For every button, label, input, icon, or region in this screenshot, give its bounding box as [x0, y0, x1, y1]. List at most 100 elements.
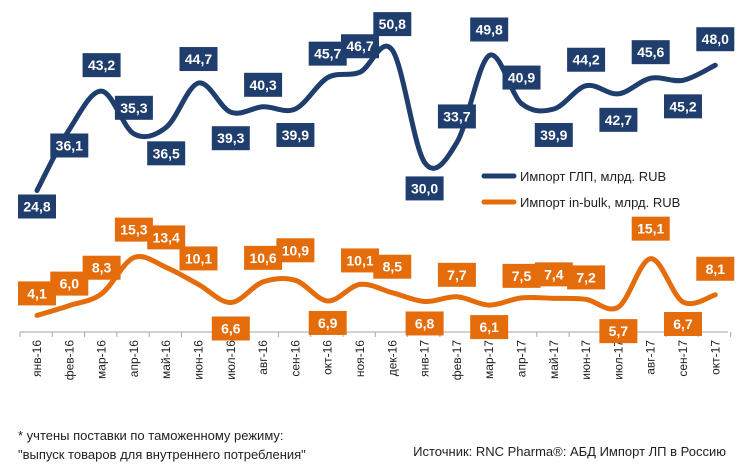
data-label-text: 45,2	[669, 98, 696, 114]
data-label-text: 46,7	[346, 38, 373, 54]
data-label-box	[211, 126, 250, 151]
data-label-text: 4,1	[27, 285, 47, 301]
data-label-box	[276, 122, 315, 147]
data-label: 10,6	[244, 245, 283, 270]
data-label-text: 35,3	[120, 100, 147, 116]
data-label-box	[631, 216, 670, 241]
data-label-box	[405, 311, 444, 336]
x-tick-label: окт-17	[708, 340, 722, 375]
data-label-text: 40,3	[249, 77, 276, 93]
data-label: 13,4	[147, 225, 186, 250]
x-tick-label: май-16	[159, 340, 173, 379]
data-label-text: 43,2	[88, 57, 115, 73]
data-label-text: 24,8	[23, 199, 50, 215]
data-label-text: 44,2	[572, 52, 599, 68]
data-label-text: 8,1	[706, 261, 726, 277]
data-label-text: 49,8	[476, 22, 503, 38]
data-label-text: 48,0	[702, 31, 729, 47]
x-tick-label: апр-17	[515, 340, 529, 378]
footnote-line-1: * учтены поставки по таможенному режиму:	[18, 428, 284, 443]
data-label-box	[437, 104, 476, 129]
data-label-box	[276, 238, 315, 263]
legend-label: Импорт in-bulk, млрд. RUB	[520, 195, 680, 210]
data-label: 39,9	[534, 122, 573, 147]
data-label: 36,5	[147, 141, 186, 166]
data-label: 4,1	[18, 281, 56, 306]
data-label-box	[470, 315, 509, 340]
data-label-box	[502, 65, 541, 90]
data-label: 39,3	[211, 126, 250, 151]
data-label-text: 45,6	[637, 44, 664, 60]
data-label-text: 10,1	[346, 252, 373, 268]
data-label: 49,8	[470, 17, 509, 42]
data-label-text: 44,7	[185, 51, 212, 67]
data-label: 36,1	[50, 133, 89, 158]
data-label: 43,2	[82, 53, 121, 78]
data-label-box	[373, 254, 412, 279]
data-label-box	[244, 245, 283, 270]
data-label-box	[50, 271, 89, 296]
data-label: 30,0	[405, 176, 444, 201]
data-label-box	[470, 17, 509, 42]
x-tick-label: мар-16	[95, 340, 109, 379]
data-label-box	[341, 34, 379, 59]
data-label: 5,7	[599, 319, 638, 344]
data-label-box	[114, 217, 153, 242]
data-label-text: 8,3	[92, 260, 112, 276]
data-label-text: 50,8	[379, 16, 406, 32]
data-label-box	[179, 47, 218, 72]
x-tick-label: дек-16	[385, 340, 399, 377]
data-label: 46,7	[341, 34, 379, 59]
data-label-box	[534, 262, 573, 287]
x-tick-label: апр-16	[127, 340, 141, 378]
data-label: 6,8	[405, 311, 444, 336]
data-label: 8,1	[696, 256, 735, 281]
data-label-box	[18, 194, 56, 219]
data-label-box	[308, 310, 347, 335]
data-label-text: 10,9	[282, 242, 309, 258]
data-label-box	[114, 95, 153, 120]
data-label: 7,7	[437, 262, 476, 287]
x-tick-label: янв-16	[30, 340, 44, 377]
data-label: 6,0	[50, 271, 89, 296]
x-tick-label: окт-16	[321, 340, 335, 375]
data-label-text: 39,9	[540, 127, 567, 143]
x-tick-label: янв-17	[418, 340, 432, 377]
data-label: 35,3	[114, 95, 153, 120]
data-label-box	[147, 141, 186, 166]
data-label: 10,1	[179, 246, 218, 271]
data-label: 7,4	[534, 262, 573, 287]
data-label-text: 5,7	[609, 323, 629, 339]
data-label-text: 6,6	[221, 321, 241, 337]
data-label-box	[308, 41, 347, 66]
data-label-box	[599, 319, 638, 344]
data-label-box	[664, 311, 702, 336]
data-label: 50,8	[373, 12, 412, 37]
x-tick-label: авг-17	[644, 340, 658, 375]
x-tick-label: мар-17	[482, 340, 496, 379]
data-label: 40,9	[502, 65, 541, 90]
data-label-text: 10,1	[185, 250, 212, 266]
data-label-text: 7,2	[576, 269, 596, 285]
data-label: 10,1	[341, 248, 379, 273]
data-label: 24,8	[18, 194, 56, 219]
data-label: 6,9	[308, 310, 347, 335]
data-label-text: 39,9	[282, 127, 309, 143]
data-label-box	[631, 40, 670, 65]
source-note: Источник: RNC Pharma®: АБД Импорт ЛП в Р…	[413, 444, 726, 459]
data-label: 33,7	[437, 104, 476, 129]
data-label-text: 7,7	[447, 267, 467, 283]
data-label-box	[534, 122, 573, 147]
data-label-box	[664, 94, 702, 119]
x-tick-label: сен-16	[288, 340, 302, 377]
data-label: 39,9	[276, 122, 315, 147]
data-label-text: 6,9	[318, 315, 338, 331]
data-label-text: 36,5	[153, 145, 180, 161]
x-tick-label: июн-17	[579, 340, 593, 380]
data-label-text: 6,0	[60, 276, 80, 292]
data-label-box	[244, 72, 283, 97]
data-label-box	[599, 107, 638, 132]
x-tick-label: июл-17	[611, 340, 625, 380]
data-label: 40,3	[244, 72, 283, 97]
